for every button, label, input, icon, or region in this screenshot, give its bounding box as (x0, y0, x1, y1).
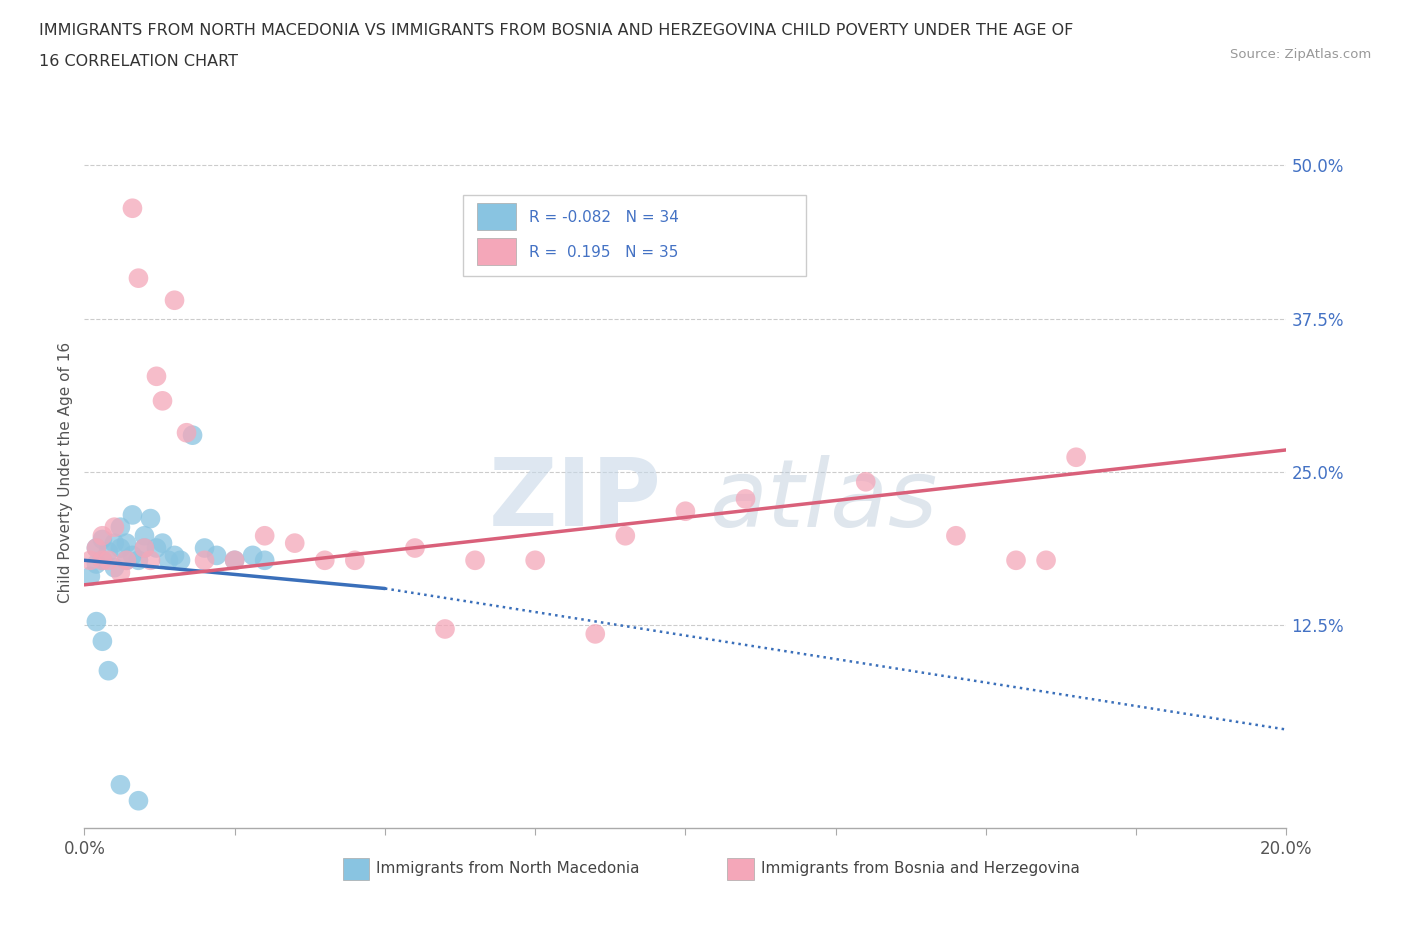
Text: 16 CORRELATION CHART: 16 CORRELATION CHART (39, 54, 239, 69)
Bar (343, 858, 370, 880)
Bar (478, 238, 516, 265)
Point (242, 548, 264, 563)
Point (115, 536, 138, 551)
Point (97, 663, 120, 678)
Point (1035, 552, 1057, 567)
Point (115, 552, 138, 567)
Point (194, 540, 217, 555)
Point (205, 548, 228, 563)
Point (110, 777, 132, 792)
Point (163, 548, 186, 563)
Point (91, 532, 114, 547)
Point (524, 552, 547, 567)
Point (103, 560, 125, 575)
Point (314, 552, 336, 567)
Point (734, 492, 756, 507)
Point (110, 540, 132, 555)
Point (127, 271, 149, 286)
Point (284, 536, 307, 551)
Point (145, 369, 167, 384)
Point (464, 552, 486, 567)
Point (121, 508, 143, 523)
Point (176, 425, 198, 440)
Point (152, 536, 174, 551)
Point (79, 552, 101, 567)
Text: IMMIGRANTS FROM NORTH MACEDONIA VS IMMIGRANTS FROM BOSNIA AND HERZEGOVINA CHILD : IMMIGRANTS FROM NORTH MACEDONIA VS IMMIG… (39, 23, 1074, 38)
Point (121, 548, 143, 563)
Point (145, 540, 167, 555)
Point (194, 552, 217, 567)
Point (134, 528, 156, 543)
Text: R =  0.195   N = 35: R = 0.195 N = 35 (529, 246, 679, 260)
Bar (727, 858, 754, 880)
Point (181, 428, 204, 443)
Point (97, 544, 120, 559)
Point (434, 621, 457, 636)
Point (134, 540, 156, 555)
Point (945, 528, 967, 543)
Point (134, 540, 156, 555)
Point (91, 552, 114, 567)
Point (614, 528, 637, 543)
Point (224, 552, 246, 567)
Point (169, 552, 191, 567)
Point (86, 540, 108, 555)
Point (127, 552, 149, 567)
Y-axis label: Child Poverty Under the Age of 16: Child Poverty Under the Age of 16 (58, 341, 73, 603)
Point (404, 540, 426, 555)
Text: ZIP: ZIP (488, 455, 661, 547)
Point (253, 528, 276, 543)
Point (152, 393, 174, 408)
Point (86, 556, 108, 571)
Text: R = -0.082   N = 34: R = -0.082 N = 34 (529, 210, 679, 225)
Point (675, 504, 697, 519)
Point (343, 552, 366, 567)
Bar (478, 203, 516, 230)
Text: Immigrants from North Macedonia: Immigrants from North Macedonia (377, 861, 640, 876)
Point (139, 512, 162, 526)
Point (110, 565, 132, 580)
Point (121, 201, 143, 216)
Point (253, 552, 276, 567)
Point (86, 540, 108, 555)
Point (91, 528, 114, 543)
Point (110, 520, 132, 535)
Point (97, 552, 120, 567)
Point (139, 552, 162, 567)
Point (103, 520, 125, 535)
Point (1005, 552, 1028, 567)
Point (91, 552, 114, 567)
Point (157, 552, 180, 567)
Point (115, 552, 138, 567)
Text: atlas: atlas (710, 455, 938, 546)
Point (224, 552, 246, 567)
Text: Immigrants from Bosnia and Herzegovina: Immigrants from Bosnia and Herzegovina (761, 861, 1080, 876)
Point (855, 474, 877, 489)
Point (86, 614, 108, 629)
Bar (463, 194, 806, 276)
Point (1064, 450, 1087, 465)
Text: Source: ZipAtlas.com: Source: ZipAtlas.com (1230, 48, 1371, 61)
Point (127, 793, 149, 808)
Point (91, 634, 114, 649)
Point (163, 293, 186, 308)
Point (583, 627, 606, 642)
Point (79, 569, 101, 584)
Point (103, 536, 125, 551)
